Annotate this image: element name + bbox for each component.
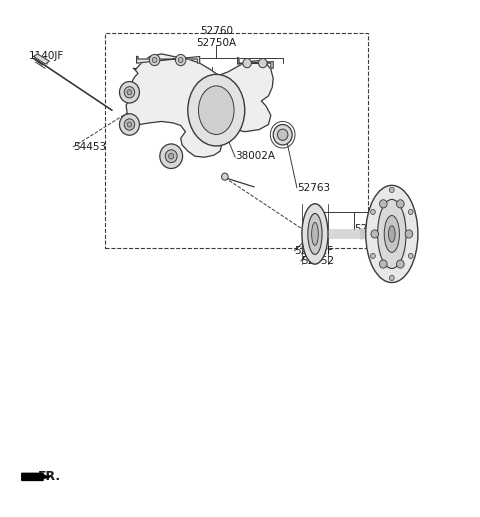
Ellipse shape [273, 125, 292, 145]
Circle shape [179, 57, 183, 63]
Text: 38002A: 38002A [235, 151, 275, 161]
Text: 52750A: 52750A [196, 38, 236, 48]
Text: 1140JF: 1140JF [29, 52, 64, 62]
Ellipse shape [378, 200, 406, 268]
Circle shape [221, 173, 228, 180]
Circle shape [389, 276, 394, 281]
Ellipse shape [366, 186, 418, 282]
Ellipse shape [120, 82, 139, 103]
Text: 52730A: 52730A [354, 224, 394, 234]
Polygon shape [361, 229, 364, 239]
Ellipse shape [188, 74, 245, 146]
Bar [105, 34, 368, 248]
Polygon shape [34, 54, 49, 64]
Text: 54453: 54453 [73, 142, 106, 152]
Circle shape [149, 54, 160, 66]
Polygon shape [126, 54, 273, 157]
Circle shape [380, 260, 387, 268]
Circle shape [405, 230, 413, 238]
Circle shape [371, 253, 375, 258]
Ellipse shape [127, 90, 132, 95]
Ellipse shape [312, 222, 318, 246]
Circle shape [371, 230, 379, 238]
Ellipse shape [302, 204, 328, 264]
Ellipse shape [127, 122, 132, 127]
Ellipse shape [124, 87, 135, 98]
Ellipse shape [160, 144, 182, 169]
Polygon shape [320, 231, 361, 237]
Ellipse shape [168, 154, 174, 159]
Ellipse shape [277, 129, 288, 140]
Circle shape [176, 54, 186, 66]
Polygon shape [22, 473, 50, 480]
Circle shape [243, 58, 252, 68]
Ellipse shape [199, 86, 234, 134]
Ellipse shape [384, 216, 399, 252]
Ellipse shape [308, 214, 322, 254]
Ellipse shape [165, 150, 177, 163]
Circle shape [152, 57, 157, 63]
Circle shape [408, 209, 413, 215]
Ellipse shape [120, 114, 139, 135]
Text: 52763: 52763 [297, 183, 330, 193]
Polygon shape [379, 214, 405, 254]
Ellipse shape [124, 119, 135, 130]
Circle shape [396, 260, 404, 268]
Circle shape [396, 200, 404, 208]
Circle shape [408, 253, 413, 258]
Polygon shape [137, 56, 200, 63]
Circle shape [389, 187, 394, 192]
Circle shape [380, 200, 387, 208]
Text: 52751F: 52751F [295, 246, 334, 256]
Text: 52760: 52760 [200, 26, 233, 36]
Text: FR.: FR. [38, 470, 61, 483]
Circle shape [371, 209, 375, 215]
Ellipse shape [388, 226, 395, 242]
Circle shape [259, 58, 267, 68]
Polygon shape [238, 58, 273, 68]
Text: 52752: 52752 [301, 256, 334, 266]
